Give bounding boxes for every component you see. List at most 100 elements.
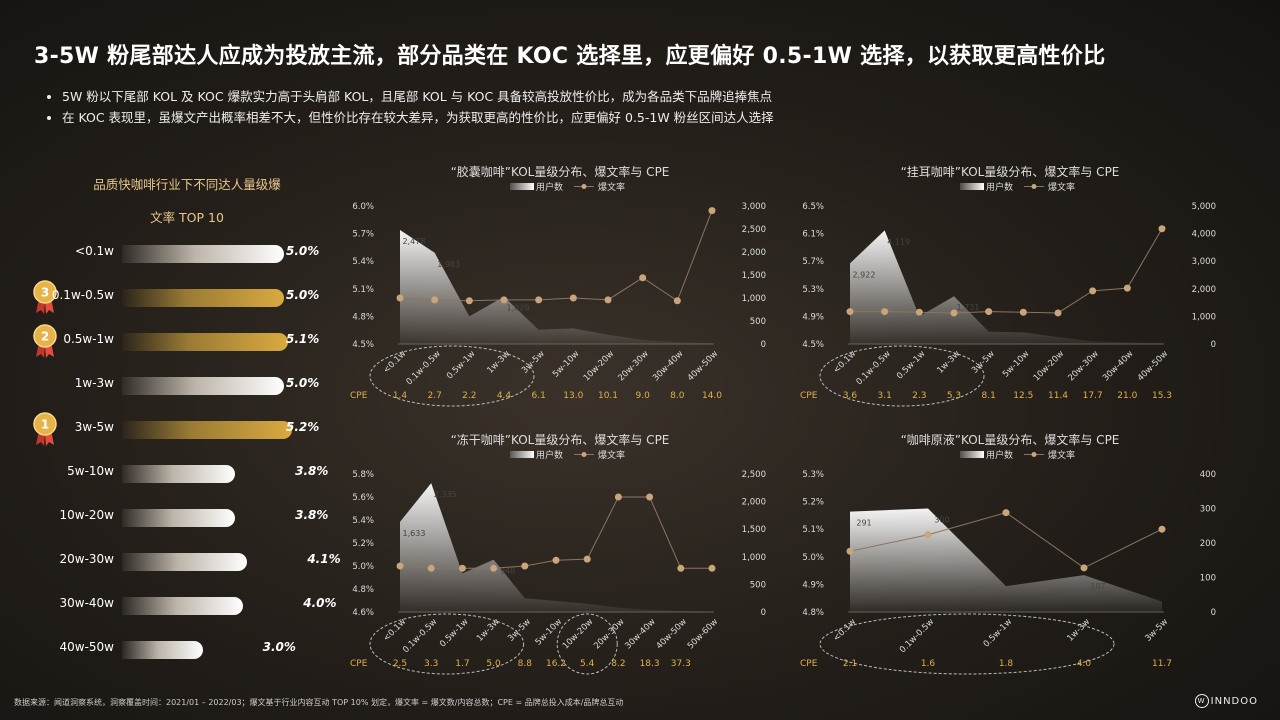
ranking-value: 5.0% [286,244,320,258]
right-axis-tick: 200 [1200,539,1216,549]
right-axis-tick: 400 [1200,470,1216,480]
rate-point [1019,308,1027,316]
cpe-value: 2.3 [912,391,926,401]
rate-point [708,207,716,215]
right-axis-tick: 1,000 [742,294,766,304]
rate-point [924,531,932,539]
ranking-label: 5w-10w [67,464,114,478]
left-axis-tick: 4.8% [802,608,824,618]
ranking-value: 5.0% [286,288,320,302]
rate-point [673,297,681,305]
cpe-value: 5.3 [947,391,961,401]
legend-label: 爆文率 [1048,449,1075,461]
legend-marker [1031,452,1037,457]
highlight-ellipse [369,345,535,407]
cpe-value: 10.1 [598,391,618,401]
rate-point [950,309,958,317]
rate-point [677,564,685,572]
rate-point [490,564,498,572]
users-area [400,483,712,612]
right-axis-tick: 2,000 [742,248,766,258]
ranking-row: 30w-40w 4.0% [0,582,340,628]
chart-freeze-dried-coffee: “冻干咖啡”KOL量级分布、爆文率与 CPE 用户数 爆文率 5.8% 5.6% 5.4%… [350,432,766,675]
right-axis-tick: 1,000 [1192,312,1216,322]
rate-point [583,555,591,563]
cpe-value: 9.0 [636,391,651,401]
x-axis-tick: 30w-40w [623,617,657,651]
ranking-bar [122,245,284,263]
legend-label: 用户数 [536,181,563,193]
cpe-value: 18.3 [640,659,660,669]
x-axis-tick: 40w-50w [655,617,689,651]
cpe-value: 1.8 [999,659,1014,669]
rate-point [1158,525,1166,533]
left-axis-tick: 4.6% [352,608,374,618]
right-axis-tick: 2,000 [1192,285,1216,295]
cpe-value: 17.7 [1083,391,1103,401]
rate-point [396,294,404,302]
left-axis-tick: 5.7% [352,230,374,240]
cpe-value: 2.1 [843,659,857,669]
right-axis-tick: 300 [1200,505,1216,515]
users-data-label: 107 [1090,582,1105,591]
legend-area-swatch [960,451,984,458]
ranking-row: 1w-3w 5.0% [0,362,340,408]
cpe-value: 1.4 [393,391,408,401]
cpe-value: 15.3 [1152,391,1172,401]
legend-marker [1031,184,1037,189]
ranking-bar [122,553,248,571]
cpe-value: 12.5 [1013,391,1033,401]
legend-area-swatch [510,451,534,458]
ranking-title: 品质快咖啡行业下不同达人量级爆 文率 TOP 10 [72,168,302,234]
rate-point [396,562,404,570]
ranking-label: 20w-30w [59,552,115,566]
x-axis-tick: <0.1w [382,617,409,644]
rate-point [458,564,466,572]
legend-label: 爆文率 [1048,181,1075,193]
left-axis-tick: 4.9% [802,312,824,322]
bullet-item: 5W 粉以下尾部 KOL 及 KOC 爆款实力高于头肩部 KOL，且尾部 KOL… [62,86,774,107]
x-axis-tick: 40w-50w [686,349,720,383]
ranking-row: 40w-50w 3.0% [0,626,340,672]
rate-point [1002,509,1010,517]
cpe-value: 6.1 [532,391,546,401]
users-data-label: 1,983 [437,260,460,269]
ranking-label: 30w-40w [59,596,115,610]
users-data-label: 2,335 [434,490,457,499]
ranking-bar [122,641,203,659]
rate-line [850,228,1163,314]
right-axis-tick: 1,000 [742,553,766,563]
ranking-title-line2: 文率 TOP 10 [150,210,224,225]
x-axis-tick: 1w-3w [485,349,512,376]
ranking-title-line1: 品质快咖啡行业下不同达人量级爆 [93,177,281,192]
ranking-value: 4.0% [303,596,337,610]
ranking-label: 3w-5w [74,420,114,434]
cpe-label: CPE [800,391,818,401]
left-axis-tick: 4.5% [352,340,374,350]
x-axis-tick: 30w-40w [651,349,685,383]
cpe-value: 37.3 [671,659,691,669]
chart-title: “咖啡原液”KOL量级分布、爆文率与 CPE [901,432,1120,447]
cpe-value: 21.0 [1117,391,1137,401]
page-title: 3-5W 粉尾部达人应成为投放主流，部分品类在 KOC 选择里，应更偏好 0.5… [34,44,1106,69]
x-axis-tick: 0.1w-0.5w [405,349,443,387]
legend-label: 用户数 [986,181,1013,193]
rate-point [465,297,473,305]
right-axis-tick: 0 [1211,340,1216,350]
right-axis-tick: 0 [761,608,766,618]
cpe-value: 2.5 [393,659,407,669]
cpe-value: 2.2 [462,391,476,401]
left-axis-tick: 5.1% [802,525,824,535]
rate-point [1158,225,1166,233]
rate-point [646,493,654,501]
highlight-ellipse [556,613,618,675]
medal-icon: 1 [33,412,57,446]
users-data-label: 2,478 [403,237,426,246]
x-axis-tick: 0.5w-1w [982,617,1014,649]
ranking-value: 3.0% [262,640,296,654]
rate-point [427,564,435,572]
users-data-label: 948 [500,567,515,576]
cpe-value: 3.6 [843,391,858,401]
rate-point [1089,287,1097,295]
rate-point [708,564,716,572]
